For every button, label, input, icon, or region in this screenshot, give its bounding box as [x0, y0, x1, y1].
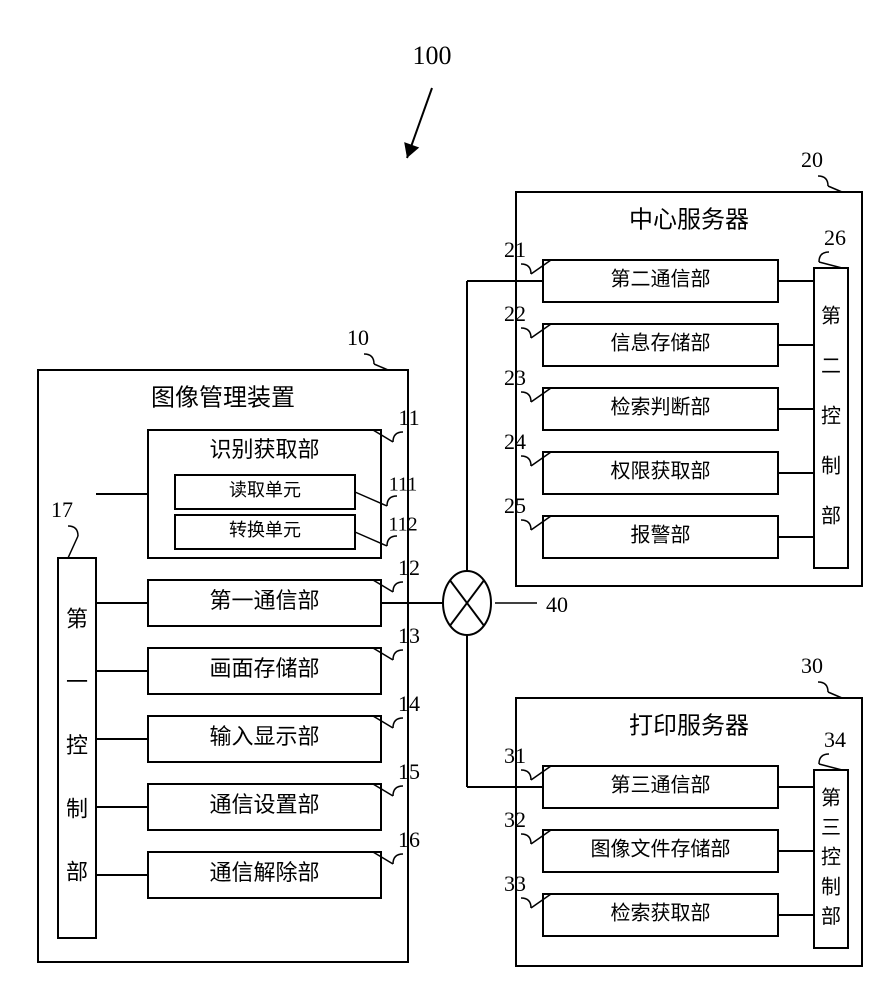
item-32: 图像文件存储部: [543, 830, 778, 872]
svg-text:第: 第: [66, 606, 88, 631]
svg-text:读取单元: 读取单元: [229, 480, 301, 500]
item-13: 画面存储部: [148, 648, 381, 694]
item-24: 权限获取部: [543, 452, 778, 494]
svg-text:22: 22: [504, 301, 526, 326]
svg-text:12: 12: [398, 555, 420, 580]
svg-text:通信设置部: 通信设置部: [209, 792, 319, 817]
svg-text:26: 26: [824, 225, 846, 250]
svg-text:权限获取部: 权限获取部: [611, 460, 711, 483]
item-14: 输入显示部: [148, 716, 381, 762]
svg-text:14: 14: [398, 691, 420, 716]
svg-text:部: 部: [821, 905, 841, 928]
svg-text:111: 111: [389, 474, 418, 496]
svg-text:图像管理装置: 图像管理装置: [151, 385, 295, 412]
svg-text:17: 17: [51, 497, 73, 522]
svg-text:信息存储部: 信息存储部: [611, 332, 711, 355]
svg-text:控: 控: [821, 405, 841, 428]
svg-text:40: 40: [546, 592, 568, 617]
svg-text:第三通信部: 第三通信部: [611, 774, 711, 797]
svg-text:转换单元: 转换单元: [229, 520, 301, 540]
svg-text:10: 10: [347, 325, 369, 350]
diagram-ref-100: 100: [404, 41, 451, 158]
svg-text:部: 部: [821, 505, 841, 528]
svg-text:检索获取部: 检索获取部: [611, 902, 711, 925]
svg-text:制: 制: [821, 455, 841, 478]
svg-text:34: 34: [824, 727, 846, 752]
svg-text:25: 25: [504, 493, 526, 518]
item-11: 识别获取部读取单元转换单元: [148, 430, 381, 558]
svg-text:33: 33: [504, 871, 526, 896]
block-print_server: 打印服务器 30 第三控制部 第三通信部图像文件存储部检索获取部: [516, 653, 862, 966]
svg-text:报警部: 报警部: [631, 524, 691, 547]
item-16: 通信解除部: [148, 852, 381, 898]
svg-text:第二通信部: 第二通信部: [611, 268, 711, 291]
svg-text:检索判断部: 检索判断部: [611, 396, 711, 419]
svg-text:30: 30: [801, 653, 823, 678]
svg-text:画面存储部: 画面存储部: [209, 656, 319, 681]
item-15: 通信设置部: [148, 784, 381, 830]
svg-text:二: 二: [821, 356, 841, 378]
svg-text:控: 控: [821, 846, 841, 869]
block-center_server: 中心服务器 20 第二控制部 第二通信部信息存储部检索判断部权限获取部报警部: [516, 147, 862, 586]
item-21: 第二通信部: [543, 260, 778, 302]
item-33: 检索获取部: [543, 894, 778, 936]
item-25: 报警部: [543, 516, 778, 558]
svg-text:20: 20: [801, 147, 823, 172]
svg-text:31: 31: [504, 743, 526, 768]
svg-text:100: 100: [413, 41, 452, 70]
svg-text:图像文件存储部: 图像文件存储部: [591, 838, 731, 861]
svg-text:控: 控: [66, 733, 88, 758]
svg-text:输入显示部: 输入显示部: [209, 724, 319, 749]
svg-text:23: 23: [504, 365, 526, 390]
block-img_mgmt: 图像管理装置 10 第一控制部 识别获取部读取单元转换单元第一通信部画面存储部输入显示…: [38, 325, 408, 962]
svg-text:21: 21: [504, 237, 526, 262]
svg-text:打印服务器: 打印服务器: [629, 713, 749, 740]
svg-text:第: 第: [821, 305, 841, 328]
svg-text:第一通信部: 第一通信部: [209, 588, 319, 613]
item-23: 检索判断部: [543, 388, 778, 430]
item-22: 信息存储部: [543, 324, 778, 366]
item-12: 第一通信部: [148, 580, 381, 626]
svg-text:中心服务器: 中心服务器: [629, 207, 749, 234]
item-31: 第三通信部: [543, 766, 778, 808]
svg-text:24: 24: [504, 429, 526, 454]
svg-text:13: 13: [398, 623, 420, 648]
svg-text:识别获取部: 识别获取部: [209, 437, 319, 462]
svg-text:112: 112: [388, 514, 417, 536]
svg-text:32: 32: [504, 807, 526, 832]
svg-text:通信解除部: 通信解除部: [209, 860, 319, 885]
svg-text:16: 16: [398, 827, 420, 852]
svg-text:第: 第: [821, 786, 841, 809]
svg-text:部: 部: [66, 860, 88, 885]
svg-text:11: 11: [398, 405, 419, 430]
svg-text:制: 制: [66, 796, 88, 821]
svg-text:制: 制: [821, 875, 841, 898]
svg-text:15: 15: [398, 759, 420, 784]
svg-text:三: 三: [821, 817, 841, 839]
svg-text:一: 一: [66, 670, 88, 695]
